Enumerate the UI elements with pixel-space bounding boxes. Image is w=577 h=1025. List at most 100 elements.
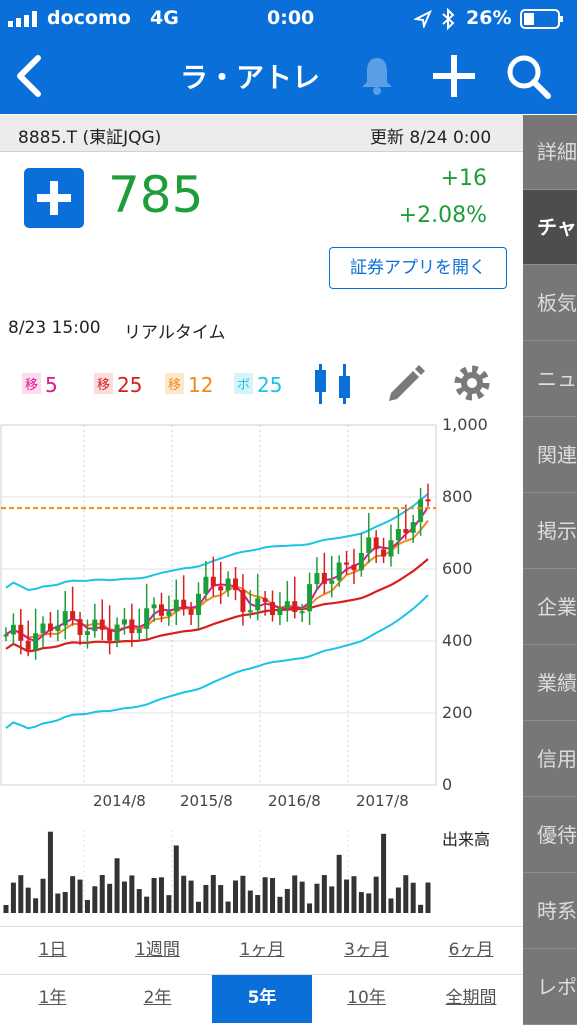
candle-body — [10, 624, 16, 635]
candle-body — [373, 537, 379, 550]
candle-body — [173, 599, 179, 612]
volume-bar — [225, 901, 231, 913]
sidebar-tab-report[interactable]: レポート — [523, 950, 577, 1025]
volume-bar — [314, 883, 320, 913]
volume-bar — [425, 882, 431, 913]
clock: 0:00 — [267, 7, 315, 29]
candle-body — [381, 549, 387, 557]
sidebar-tab-earnings[interactable]: 業績 — [523, 646, 577, 721]
status-bar: docomo 4G 0:00 26% — [0, 0, 577, 38]
volume-bar — [84, 900, 90, 913]
sidebar-tab-board[interactable]: 掲示板 — [523, 494, 577, 569]
sidebar-tab-margin[interactable]: 信用 — [523, 722, 577, 797]
legend-badge: 移 — [165, 373, 185, 394]
candle-body — [92, 619, 98, 632]
sidebar-tab-order-book[interactable]: 板気配 — [523, 266, 577, 341]
back-icon[interactable] — [12, 54, 44, 98]
realtime-datetime: 8/23 15:00 — [8, 318, 101, 338]
volume-bar — [307, 903, 313, 913]
volume-bar — [366, 893, 372, 913]
volume-bar — [18, 875, 24, 913]
period-3m[interactable]: 3ヶ月 — [344, 940, 389, 960]
x-tick-label: 2014/8 — [93, 792, 146, 810]
period-1d[interactable]: 1日 — [38, 940, 67, 960]
pencil-icon[interactable] — [385, 363, 427, 405]
add-to-portfolio-button[interactable] — [24, 168, 84, 228]
candle-body — [84, 631, 90, 635]
volume-bar — [33, 898, 39, 913]
volume-bar — [255, 895, 261, 913]
search-icon[interactable] — [505, 53, 553, 101]
nav-bar: ラ・アトレ — [0, 38, 577, 114]
period-1w[interactable]: 1週間 — [135, 940, 180, 960]
candle-body — [144, 608, 150, 629]
sidebar-tab-company[interactable]: 企業 — [523, 570, 577, 645]
plus-icon — [37, 181, 71, 215]
volume-bar — [173, 845, 179, 913]
period-2y[interactable]: 2年 — [143, 988, 172, 1008]
candle-body — [418, 499, 424, 523]
sidebar-tab-details[interactable]: 詳細 — [523, 115, 577, 190]
period-1m[interactable]: 1ヶ月 — [239, 940, 285, 960]
candle-body — [181, 599, 187, 610]
period-5y[interactable]: 5年 — [212, 975, 312, 1023]
candle-body — [136, 628, 142, 634]
volume-bar — [344, 879, 350, 913]
legend-badge: 移 — [22, 373, 42, 394]
candle-body — [255, 598, 261, 611]
price-chart[interactable] — [0, 415, 440, 915]
sidebar-tab-timeseries[interactable]: 時系列 — [523, 874, 577, 949]
volume-bar — [388, 898, 394, 913]
current-price: 785 — [108, 166, 204, 224]
y-tick-label: 200 — [442, 703, 473, 722]
battery-percent: 26% — [466, 7, 512, 29]
candle-body — [158, 604, 164, 616]
candle-body — [233, 578, 239, 591]
legend-ma12[interactable]: 移 12 — [165, 373, 213, 397]
open-securities-app-button[interactable]: 証券アプリを開く — [329, 247, 507, 289]
sidebar-tab-benefits[interactable]: 優待 — [523, 798, 577, 873]
legend-value: 25 — [117, 373, 143, 397]
bell-icon[interactable] — [358, 54, 396, 96]
candle-body — [40, 623, 46, 634]
candle-body — [55, 625, 61, 631]
volume-bar — [144, 896, 150, 913]
candle-body — [270, 602, 276, 616]
candle-body — [210, 576, 216, 587]
realtime-label: リアルタイム — [124, 323, 226, 343]
period-10y[interactable]: 10年 — [347, 988, 386, 1008]
settings-gear-icon[interactable] — [452, 363, 492, 403]
period-6m[interactable]: 6ヶ月 — [448, 940, 494, 960]
volume-bar — [107, 883, 113, 913]
period-1y[interactable]: 1年 — [38, 988, 67, 1008]
sidebar-tab-chart[interactable]: チャート — [523, 190, 577, 265]
x-tick-label: 2015/8 — [180, 792, 233, 810]
candle-body — [195, 593, 201, 615]
updated-time: 更新 8/24 0:00 — [370, 128, 492, 148]
bollinger-lower-line — [5, 594, 429, 730]
candle-body — [292, 601, 298, 612]
candlestick-type-icon[interactable] — [314, 362, 360, 406]
add-icon[interactable] — [431, 53, 477, 99]
ma25-line — [5, 558, 429, 653]
candle-body — [203, 576, 209, 594]
sidebar-tab-news[interactable]: ニュース — [523, 342, 577, 417]
candle-body — [277, 608, 283, 616]
legend-value: 25 — [257, 373, 283, 397]
volume-bar — [410, 882, 416, 913]
y-tick-label: 400 — [442, 631, 473, 650]
candle-body — [307, 584, 313, 612]
candle-body — [403, 529, 409, 533]
sidebar-tab-related[interactable]: 関連 — [523, 418, 577, 493]
ma5-line — [5, 506, 429, 643]
legend-ma25[interactable]: 移 25 — [94, 373, 142, 397]
volume-bar — [77, 879, 83, 913]
legend-bollinger[interactable]: ボ 25 — [234, 373, 282, 397]
candle-body — [366, 537, 372, 553]
period-all[interactable]: 全期間 — [445, 988, 497, 1008]
volume-bar — [373, 876, 379, 913]
candle-body — [77, 619, 83, 635]
y-tick-label: 0 — [442, 775, 453, 794]
network-type: 4G — [150, 7, 179, 29]
